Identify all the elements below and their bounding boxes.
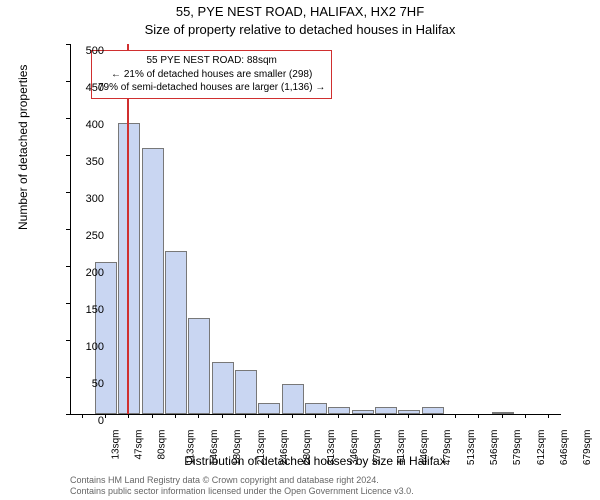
- x-tick-mark: [292, 414, 293, 418]
- y-tick-label: 300: [86, 193, 104, 205]
- y-axis-label: Number of detached properties: [16, 65, 30, 230]
- x-tick-label: 280sqm: [302, 430, 313, 466]
- x-tick-label: 80sqm: [157, 430, 168, 460]
- annotation-box: 55 PYE NEST ROAD: 88sqm← 21% of detached…: [91, 50, 332, 99]
- attribution-text: Contains HM Land Registry data © Crown c…: [70, 475, 414, 498]
- x-tick-mark: [268, 414, 269, 418]
- x-tick-label: 346sqm: [349, 430, 360, 466]
- y-tick-mark: [66, 266, 70, 267]
- y-tick-mark: [66, 229, 70, 230]
- page-title-subtitle: Size of property relative to detached ho…: [0, 22, 600, 37]
- x-tick-label: 13sqm: [110, 430, 121, 460]
- x-tick-label: 513sqm: [466, 430, 477, 466]
- x-tick-mark: [408, 414, 409, 418]
- x-tick-mark: [548, 414, 549, 418]
- x-tick-label: 113sqm: [185, 430, 196, 465]
- y-tick-mark: [66, 118, 70, 119]
- histogram-bar: [188, 318, 210, 414]
- histogram-bar: [375, 407, 397, 414]
- x-tick-mark: [105, 414, 106, 418]
- y-tick-mark: [66, 44, 70, 45]
- x-tick-mark: [525, 414, 526, 418]
- x-tick-label: 579sqm: [512, 430, 523, 466]
- page-title-address: 55, PYE NEST ROAD, HALIFAX, HX2 7HF: [0, 4, 600, 19]
- x-tick-mark: [315, 414, 316, 418]
- histogram-bar: [258, 403, 280, 414]
- x-tick-mark: [245, 414, 246, 418]
- annotation-line: ← 21% of detached houses are smaller (29…: [98, 68, 325, 82]
- y-tick-mark: [66, 340, 70, 341]
- x-tick-label: 180sqm: [232, 430, 243, 466]
- x-tick-mark: [338, 414, 339, 418]
- x-tick-mark: [198, 414, 199, 418]
- x-tick-mark: [175, 414, 176, 418]
- y-tick-label: 150: [86, 304, 104, 316]
- y-tick-label: 200: [86, 267, 104, 279]
- y-tick-mark: [66, 377, 70, 378]
- y-tick-mark: [66, 303, 70, 304]
- histogram-bar: [305, 403, 327, 414]
- y-tick-label: 50: [92, 378, 104, 390]
- y-tick-label: 250: [86, 230, 104, 242]
- x-tick-mark: [502, 414, 503, 418]
- y-tick-mark: [66, 414, 70, 415]
- histogram-bar: [422, 407, 444, 414]
- histogram-plot: 55 PYE NEST ROAD: 88sqm← 21% of detached…: [70, 44, 561, 415]
- histogram-bar: [235, 370, 257, 414]
- histogram-bar: [492, 412, 514, 414]
- y-tick-label: 0: [98, 415, 104, 427]
- x-tick-mark: [152, 414, 153, 418]
- y-tick-mark: [66, 81, 70, 82]
- histogram-bar: [212, 362, 234, 414]
- histogram-bar: [282, 384, 304, 414]
- x-tick-label: 446sqm: [419, 430, 430, 466]
- histogram-bar: [328, 407, 350, 414]
- x-tick-label: 379sqm: [372, 430, 383, 466]
- y-tick-label: 350: [86, 156, 104, 168]
- x-tick-label: 646sqm: [559, 430, 570, 466]
- attribution-line-2: Contains public sector information licen…: [70, 486, 414, 498]
- y-tick-label: 500: [86, 45, 104, 57]
- annotation-line: 79% of semi-detached houses are larger (…: [98, 81, 325, 95]
- x-tick-label: 47sqm: [134, 430, 145, 460]
- x-tick-label: 679sqm: [582, 430, 593, 466]
- y-tick-label: 450: [86, 82, 104, 94]
- x-tick-label: 246sqm: [279, 430, 290, 466]
- y-tick-label: 400: [86, 119, 104, 131]
- x-tick-mark: [82, 414, 83, 418]
- x-tick-mark: [432, 414, 433, 418]
- x-tick-label: 146sqm: [209, 430, 220, 466]
- x-tick-label: 546sqm: [489, 430, 500, 466]
- histogram-bar: [398, 410, 420, 414]
- annotation-line: 55 PYE NEST ROAD: 88sqm: [98, 54, 325, 68]
- x-tick-label: 213sqm: [256, 430, 267, 466]
- y-tick-mark: [66, 192, 70, 193]
- histogram-bar: [352, 410, 374, 414]
- x-tick-mark: [455, 414, 456, 418]
- x-tick-mark: [222, 414, 223, 418]
- y-tick-mark: [66, 155, 70, 156]
- property-size-marker: [127, 44, 129, 414]
- x-tick-label: 313sqm: [326, 430, 337, 466]
- x-tick-mark: [385, 414, 386, 418]
- x-tick-mark: [128, 414, 129, 418]
- x-tick-label: 413sqm: [396, 430, 407, 466]
- x-tick-mark: [362, 414, 363, 418]
- x-tick-mark: [478, 414, 479, 418]
- y-tick-label: 100: [86, 341, 104, 353]
- x-tick-label: 479sqm: [442, 430, 453, 466]
- histogram-bar: [95, 262, 117, 414]
- attribution-line-1: Contains HM Land Registry data © Crown c…: [70, 475, 414, 487]
- x-tick-label: 612sqm: [536, 430, 547, 466]
- histogram-bar: [142, 148, 164, 414]
- histogram-bar: [165, 251, 187, 414]
